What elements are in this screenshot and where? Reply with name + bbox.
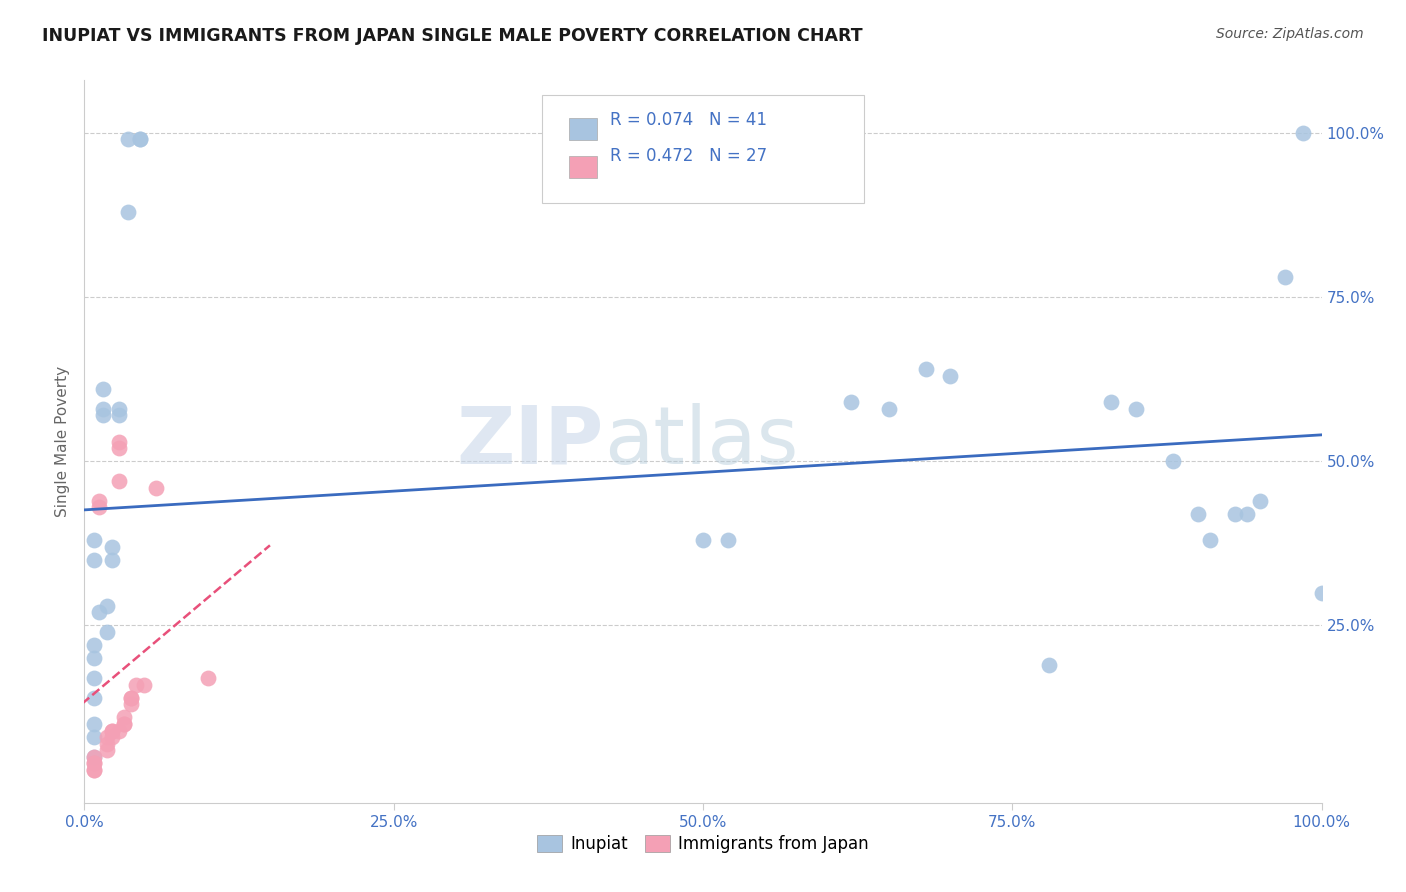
Point xyxy=(877,401,900,416)
Point xyxy=(117,132,139,146)
Point xyxy=(91,382,114,396)
Point xyxy=(108,474,131,488)
Point xyxy=(83,756,105,771)
Point xyxy=(112,717,135,731)
Point xyxy=(1310,585,1333,599)
FancyBboxPatch shape xyxy=(569,156,596,178)
Point xyxy=(83,553,105,567)
Text: R = 0.472   N = 27: R = 0.472 N = 27 xyxy=(610,147,768,165)
Point xyxy=(129,132,152,146)
Point xyxy=(83,749,105,764)
Point xyxy=(83,763,105,777)
Point xyxy=(108,401,131,416)
Point xyxy=(1292,126,1315,140)
Text: ZIP: ZIP xyxy=(457,402,605,481)
Point xyxy=(117,204,139,219)
Text: R = 0.074   N = 41: R = 0.074 N = 41 xyxy=(610,111,768,129)
Point xyxy=(1274,270,1296,285)
Point xyxy=(1199,533,1222,547)
Point xyxy=(108,723,131,738)
Text: atlas: atlas xyxy=(605,402,799,481)
Point xyxy=(120,690,142,705)
Point xyxy=(100,553,122,567)
Point xyxy=(100,723,122,738)
Point xyxy=(145,481,167,495)
FancyBboxPatch shape xyxy=(569,118,596,139)
Point xyxy=(197,671,219,685)
Point xyxy=(83,756,105,771)
Point xyxy=(717,533,740,547)
Point xyxy=(120,690,142,705)
Point xyxy=(83,763,105,777)
Point xyxy=(125,677,148,691)
Point xyxy=(1249,493,1271,508)
Point xyxy=(96,737,118,751)
Point xyxy=(841,395,863,409)
Point xyxy=(1236,507,1258,521)
Point xyxy=(1187,507,1209,521)
Point xyxy=(83,717,105,731)
Point xyxy=(83,638,105,652)
Point xyxy=(96,625,118,640)
Point xyxy=(89,605,111,619)
Point xyxy=(100,730,122,744)
Point xyxy=(129,132,152,146)
Point xyxy=(108,441,131,455)
FancyBboxPatch shape xyxy=(543,95,863,203)
Point xyxy=(96,599,118,613)
Point xyxy=(1038,657,1060,672)
Point xyxy=(83,730,105,744)
Point xyxy=(112,710,135,724)
Point xyxy=(83,690,105,705)
Point xyxy=(91,401,114,416)
Text: Source: ZipAtlas.com: Source: ZipAtlas.com xyxy=(1216,27,1364,41)
Point xyxy=(1223,507,1246,521)
Point xyxy=(91,409,114,423)
Point xyxy=(83,671,105,685)
Text: INUPIAT VS IMMIGRANTS FROM JAPAN SINGLE MALE POVERTY CORRELATION CHART: INUPIAT VS IMMIGRANTS FROM JAPAN SINGLE … xyxy=(42,27,863,45)
Point xyxy=(112,717,135,731)
Point xyxy=(89,493,111,508)
Point xyxy=(914,362,936,376)
Legend: Inupiat, Immigrants from Japan: Inupiat, Immigrants from Japan xyxy=(530,828,876,860)
Point xyxy=(100,723,122,738)
Point xyxy=(692,533,714,547)
Point xyxy=(89,500,111,515)
Point xyxy=(108,434,131,449)
Point xyxy=(108,409,131,423)
Point xyxy=(96,730,118,744)
Y-axis label: Single Male Poverty: Single Male Poverty xyxy=(55,366,70,517)
Point xyxy=(83,533,105,547)
Point xyxy=(132,677,155,691)
Point xyxy=(939,368,962,383)
Point xyxy=(1125,401,1147,416)
Point xyxy=(83,651,105,665)
Point xyxy=(83,749,105,764)
Point xyxy=(96,743,118,757)
Point xyxy=(120,698,142,712)
Point xyxy=(100,540,122,554)
Point xyxy=(1099,395,1122,409)
Point xyxy=(1161,454,1184,468)
